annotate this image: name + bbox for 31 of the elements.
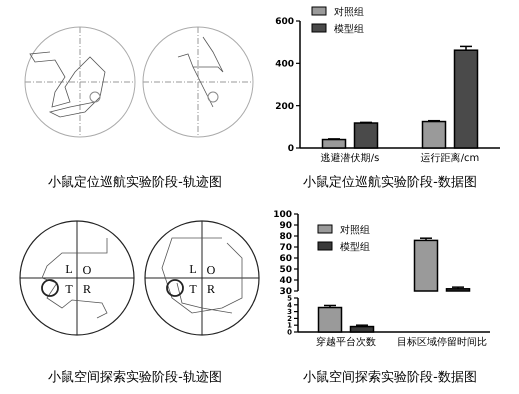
y-tick-label: 80 <box>279 232 292 242</box>
y-tick-label: 200 <box>275 102 294 112</box>
x-tick-label: 逃避潜伏期/s <box>320 152 380 164</box>
y-tick-label: 40 <box>279 276 292 286</box>
legend-label: 对照组 <box>340 224 370 236</box>
y-tick-label: 0 <box>288 144 294 154</box>
text: 小鼠空间探索实验阶段-数据图 <box>303 370 477 385</box>
annotation: O <box>206 263 216 277</box>
x-tick-label: 运行距离/cm <box>420 152 480 164</box>
text: 小鼠空间探索实验阶段-轨迹图 <box>48 369 222 385</box>
legend-label: 模型组 <box>334 23 364 35</box>
y-tick-label: 600 <box>275 17 294 28</box>
x-tick-label: 目标区域停留时间比 <box>397 336 487 348</box>
annotation: T <box>65 282 73 296</box>
annotation: O <box>82 263 92 277</box>
annotation: R <box>207 282 215 296</box>
legend-label: 模型组 <box>340 241 370 253</box>
y-tick-label: 50 <box>279 265 292 276</box>
y-tick-label: 70 <box>279 243 292 254</box>
y-tick-label: 60 <box>279 254 292 264</box>
y-tick-label: 400 <box>275 60 294 70</box>
annotation: R <box>83 282 91 296</box>
text: 小鼠定位巡航实验阶段-轨迹图 <box>48 174 222 190</box>
y-tick-label: 100 <box>273 210 292 220</box>
annotation: T <box>189 282 197 296</box>
legend-label: 对照组 <box>334 6 364 18</box>
text: 小鼠定位巡航实验阶段-数据图 <box>303 175 477 190</box>
y-tick-label: 90 <box>279 221 292 232</box>
annotation: L <box>189 262 197 276</box>
x-tick-label: 穿越平台次数 <box>316 336 376 348</box>
annotation: L <box>65 262 73 276</box>
